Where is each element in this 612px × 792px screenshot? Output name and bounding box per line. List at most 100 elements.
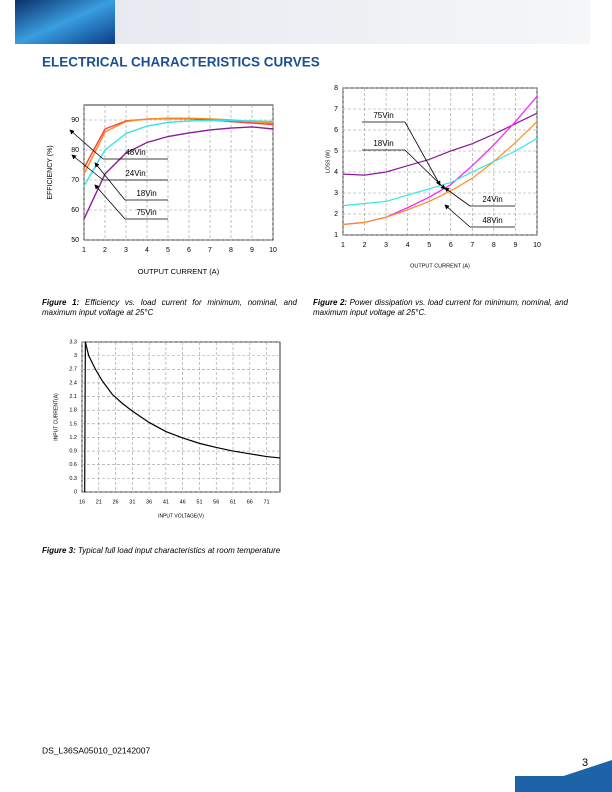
x-tick-label: 31 (129, 499, 135, 505)
y-tick-label: 8 (334, 85, 338, 92)
plot-frame (83, 104, 274, 241)
x-tick-label: 3 (124, 247, 128, 254)
x-tick-label: 51 (196, 499, 202, 505)
x-tick-label: 3 (384, 242, 388, 249)
page-title: ELECTRICAL CHARACTERISTICS CURVES (42, 55, 320, 70)
annotation-label: 48Vin (482, 216, 502, 225)
x-tick-label: 26 (112, 499, 118, 505)
y-tick-label: 1.8 (69, 408, 77, 414)
y-tick-label: 0.6 (69, 462, 77, 468)
y-tick-label: 0 (74, 489, 77, 495)
annotation-label: 75Vin (136, 208, 156, 217)
caption: Figure 3: Typical full load input charac… (42, 546, 297, 556)
y-tick-label: 60 (71, 207, 79, 214)
y-tick-label: 4 (334, 169, 338, 176)
x-axis-label: INPUT VOLTAGE(V) (158, 513, 204, 519)
x-tick-label: 9 (250, 247, 254, 254)
y-tick-label: 70 (71, 177, 79, 184)
x-axis-label: OUTPUT CURRENT (A) (138, 267, 220, 276)
annotation-label: 18Vin (373, 139, 393, 148)
x-tick-label: 9 (513, 242, 517, 249)
annotation-label: 18Vin (136, 189, 156, 198)
x-tick-label: 46 (180, 499, 186, 505)
x-tick-label: 8 (229, 247, 233, 254)
x-tick-label: 66 (247, 499, 253, 505)
x-tick-label: 6 (187, 247, 191, 254)
caption: Figure 2: Power dissipation vs. load cur… (313, 298, 568, 318)
x-tick-label: 4 (145, 247, 149, 254)
y-tick-label: 3 (334, 190, 338, 197)
x-tick-label: 4 (406, 242, 410, 249)
y-tick-label: 0.3 (69, 476, 77, 482)
caption-label: Figure 3: (42, 546, 76, 555)
header-image (15, 0, 115, 44)
y-tick-label: 2.1 (69, 394, 77, 400)
x-tick-label: 61 (230, 499, 236, 505)
x-tick-label: 5 (166, 247, 170, 254)
data-line (84, 341, 281, 493)
x-tick-label: 7 (208, 247, 212, 254)
y-tick-label: 7 (334, 106, 338, 113)
annotation-arrow (69, 129, 104, 160)
annotation-arrow (94, 184, 126, 220)
annotation-arrow (444, 204, 471, 228)
data-line (342, 121, 538, 226)
annotation-label: 24Vin (125, 169, 145, 178)
plot-frame (342, 87, 538, 236)
y-tick-label: 2.7 (69, 367, 77, 373)
annotation-label: 24Vin (482, 195, 502, 204)
y-axis-label: LOSS (W) (325, 150, 331, 173)
footer-doc-id: DS_L36SA05010_02142007 (42, 745, 151, 755)
x-tick-label: 71 (264, 499, 270, 505)
x-tick-label: 10 (533, 242, 541, 249)
y-tick-label: 2 (334, 211, 338, 218)
y-axis-label: INPUT CURRENT(A) (53, 393, 59, 441)
data-line (342, 112, 538, 176)
y-tick-label: 5 (334, 148, 338, 155)
caption-text: Typical full load input characteristics … (78, 546, 281, 555)
x-tick-label: 10 (269, 247, 277, 254)
annotation-arrow (404, 149, 446, 190)
x-tick-label: 56 (213, 499, 219, 505)
x-tick-label: 41 (163, 499, 169, 505)
x-tick-label: 6 (449, 242, 453, 249)
x-tick-label: 16 (79, 499, 85, 505)
plot-frame (81, 341, 281, 493)
y-tick-label: 80 (71, 147, 79, 154)
x-tick-label: 5 (427, 242, 431, 249)
x-tick-label: 36 (146, 499, 152, 505)
x-axis-label: OUTPUT CURRENT (A) (410, 263, 470, 269)
y-tick-label: 6 (334, 127, 338, 134)
caption-label: Figure 1: (42, 298, 80, 307)
data-line (83, 126, 274, 220)
y-tick-label: 0.9 (69, 449, 77, 455)
x-tick-label: 7 (470, 242, 474, 249)
y-tick-label: 50 (71, 237, 79, 244)
y-tick-label: 3.3 (69, 339, 77, 345)
x-tick-label: 1 (82, 247, 86, 254)
annotation-label: 48Vin (125, 148, 145, 157)
y-tick-label: 1.5 (69, 421, 77, 427)
annotation-arrow (94, 162, 126, 201)
y-axis-label: EFFICIENCY (%) (47, 145, 54, 199)
annotation-arrow (404, 121, 441, 186)
x-tick-label: 1 (341, 242, 345, 249)
annotation-arrow (444, 187, 471, 207)
page-number: 3 (582, 757, 588, 769)
y-tick-label: 1.2 (69, 435, 77, 441)
footer-bar (515, 776, 612, 792)
caption: Figure 1: Efficiency vs. load current fo… (42, 298, 297, 318)
y-tick-label: 1 (334, 232, 338, 239)
annotation-label: 75Vin (373, 111, 393, 120)
y-tick-label: 2.4 (69, 380, 77, 386)
x-tick-label: 2 (363, 242, 367, 249)
caption-text: Efficiency vs. load current for minimum,… (42, 298, 297, 317)
x-tick-label: 2 (103, 247, 107, 254)
caption-label: Figure 2: (313, 298, 348, 307)
x-tick-label: 8 (492, 242, 496, 249)
x-tick-label: 21 (96, 499, 102, 505)
data-line (83, 119, 274, 187)
caption-text: Power dissipation vs. load current for m… (313, 298, 568, 317)
